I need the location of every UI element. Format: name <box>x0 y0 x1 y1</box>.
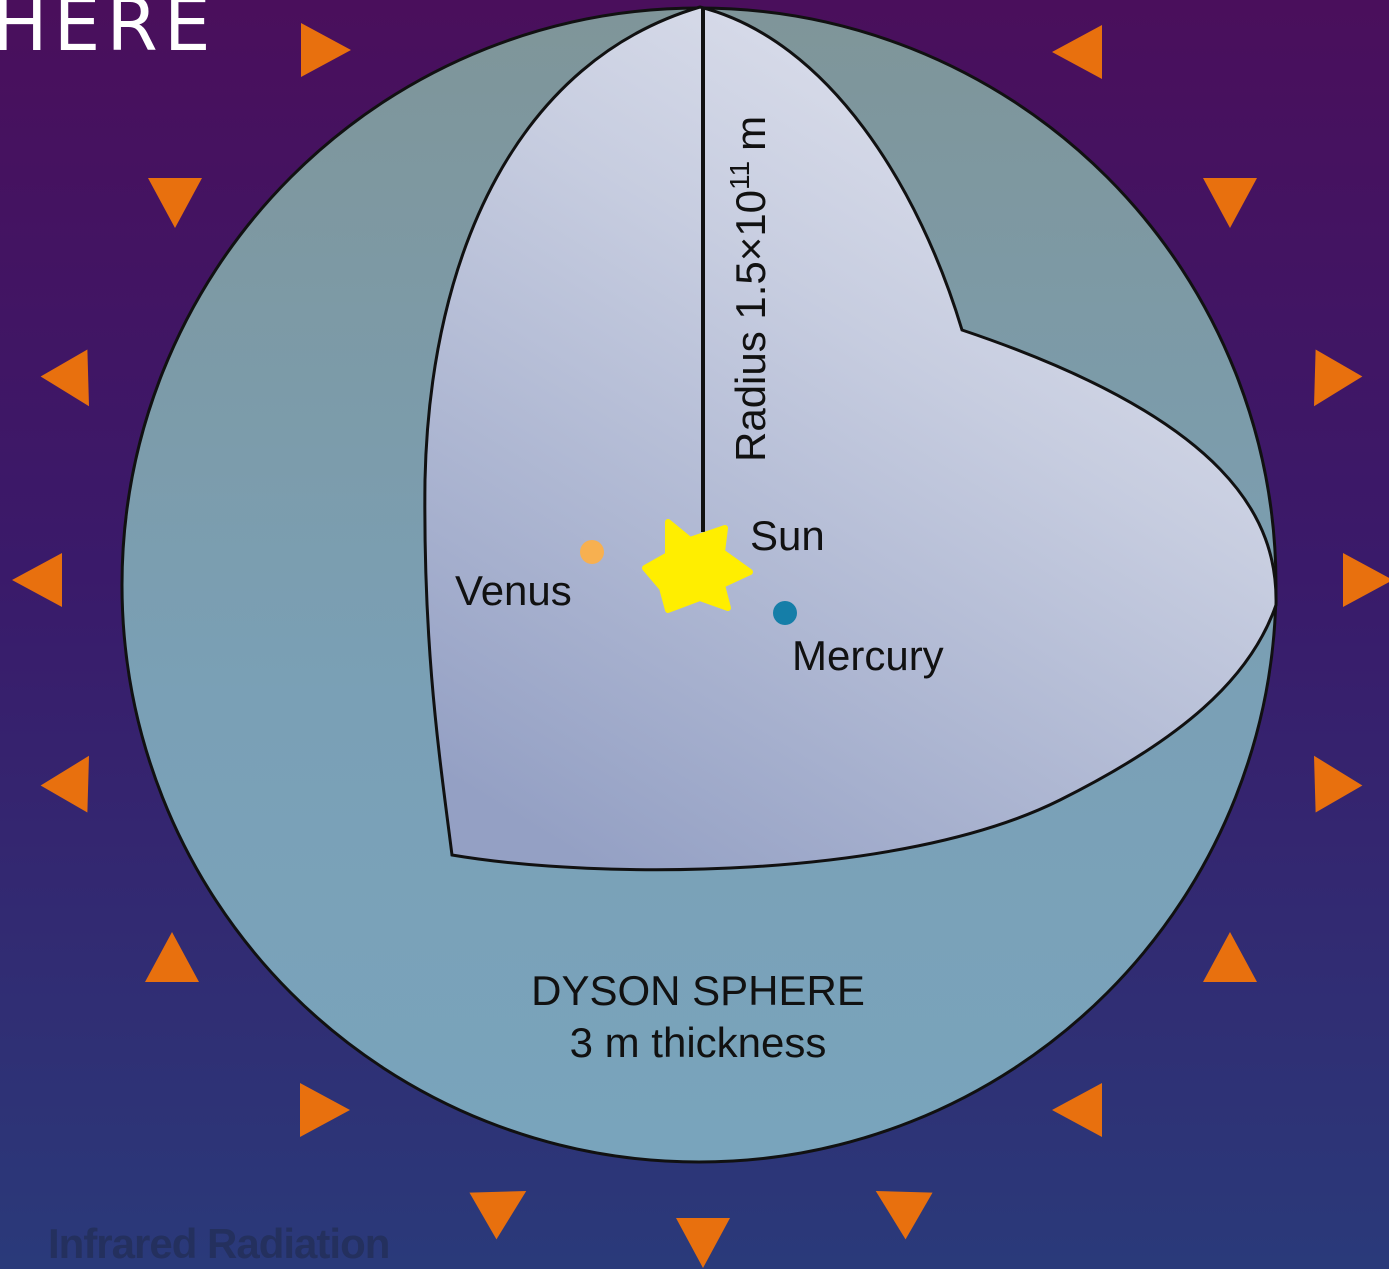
mercury-label: Mercury <box>792 632 944 679</box>
radiation-arrow <box>469 1191 527 1240</box>
radius-unit: m <box>727 116 774 151</box>
radiation-label: Infrared Radiation <box>48 1220 389 1267</box>
radius-exponent: 11 <box>724 161 755 190</box>
sphere-thickness: 3 m thickness <box>570 1019 827 1066</box>
radius-label: Radius 1.5×1011 m <box>724 116 774 462</box>
radiation-arrow <box>1343 553 1389 607</box>
radiation-arrow <box>676 1218 730 1268</box>
mercury <box>773 601 797 625</box>
radiation-arrow <box>1203 178 1257 228</box>
sun <box>642 519 753 613</box>
slide-title: HERE <box>0 0 217 68</box>
radiation-arrow <box>145 932 199 982</box>
sphere-name: DYSON SPHERE <box>531 967 865 1014</box>
radiation-arrow <box>1052 1083 1102 1137</box>
venus-label: Venus <box>455 567 572 614</box>
radiation-arrow <box>148 178 202 228</box>
radiation-arrow <box>875 1191 933 1240</box>
sphere-cutaway <box>423 5 1278 872</box>
radiation-arrow <box>1314 349 1363 407</box>
radiation-arrow <box>301 23 351 77</box>
radius-text: Radius 1.5×10 <box>727 190 774 462</box>
radiation-arrow <box>40 349 89 407</box>
radiation-arrow <box>1052 25 1102 79</box>
sun-label: Sun <box>750 512 825 559</box>
radiation-arrow <box>12 553 62 607</box>
radiation-arrows <box>12 23 1389 1268</box>
radiation-arrow <box>40 755 89 813</box>
venus <box>580 540 604 564</box>
radiation-arrow <box>1314 755 1363 813</box>
radiation-arrow <box>300 1083 350 1137</box>
radiation-arrow <box>1203 932 1257 982</box>
